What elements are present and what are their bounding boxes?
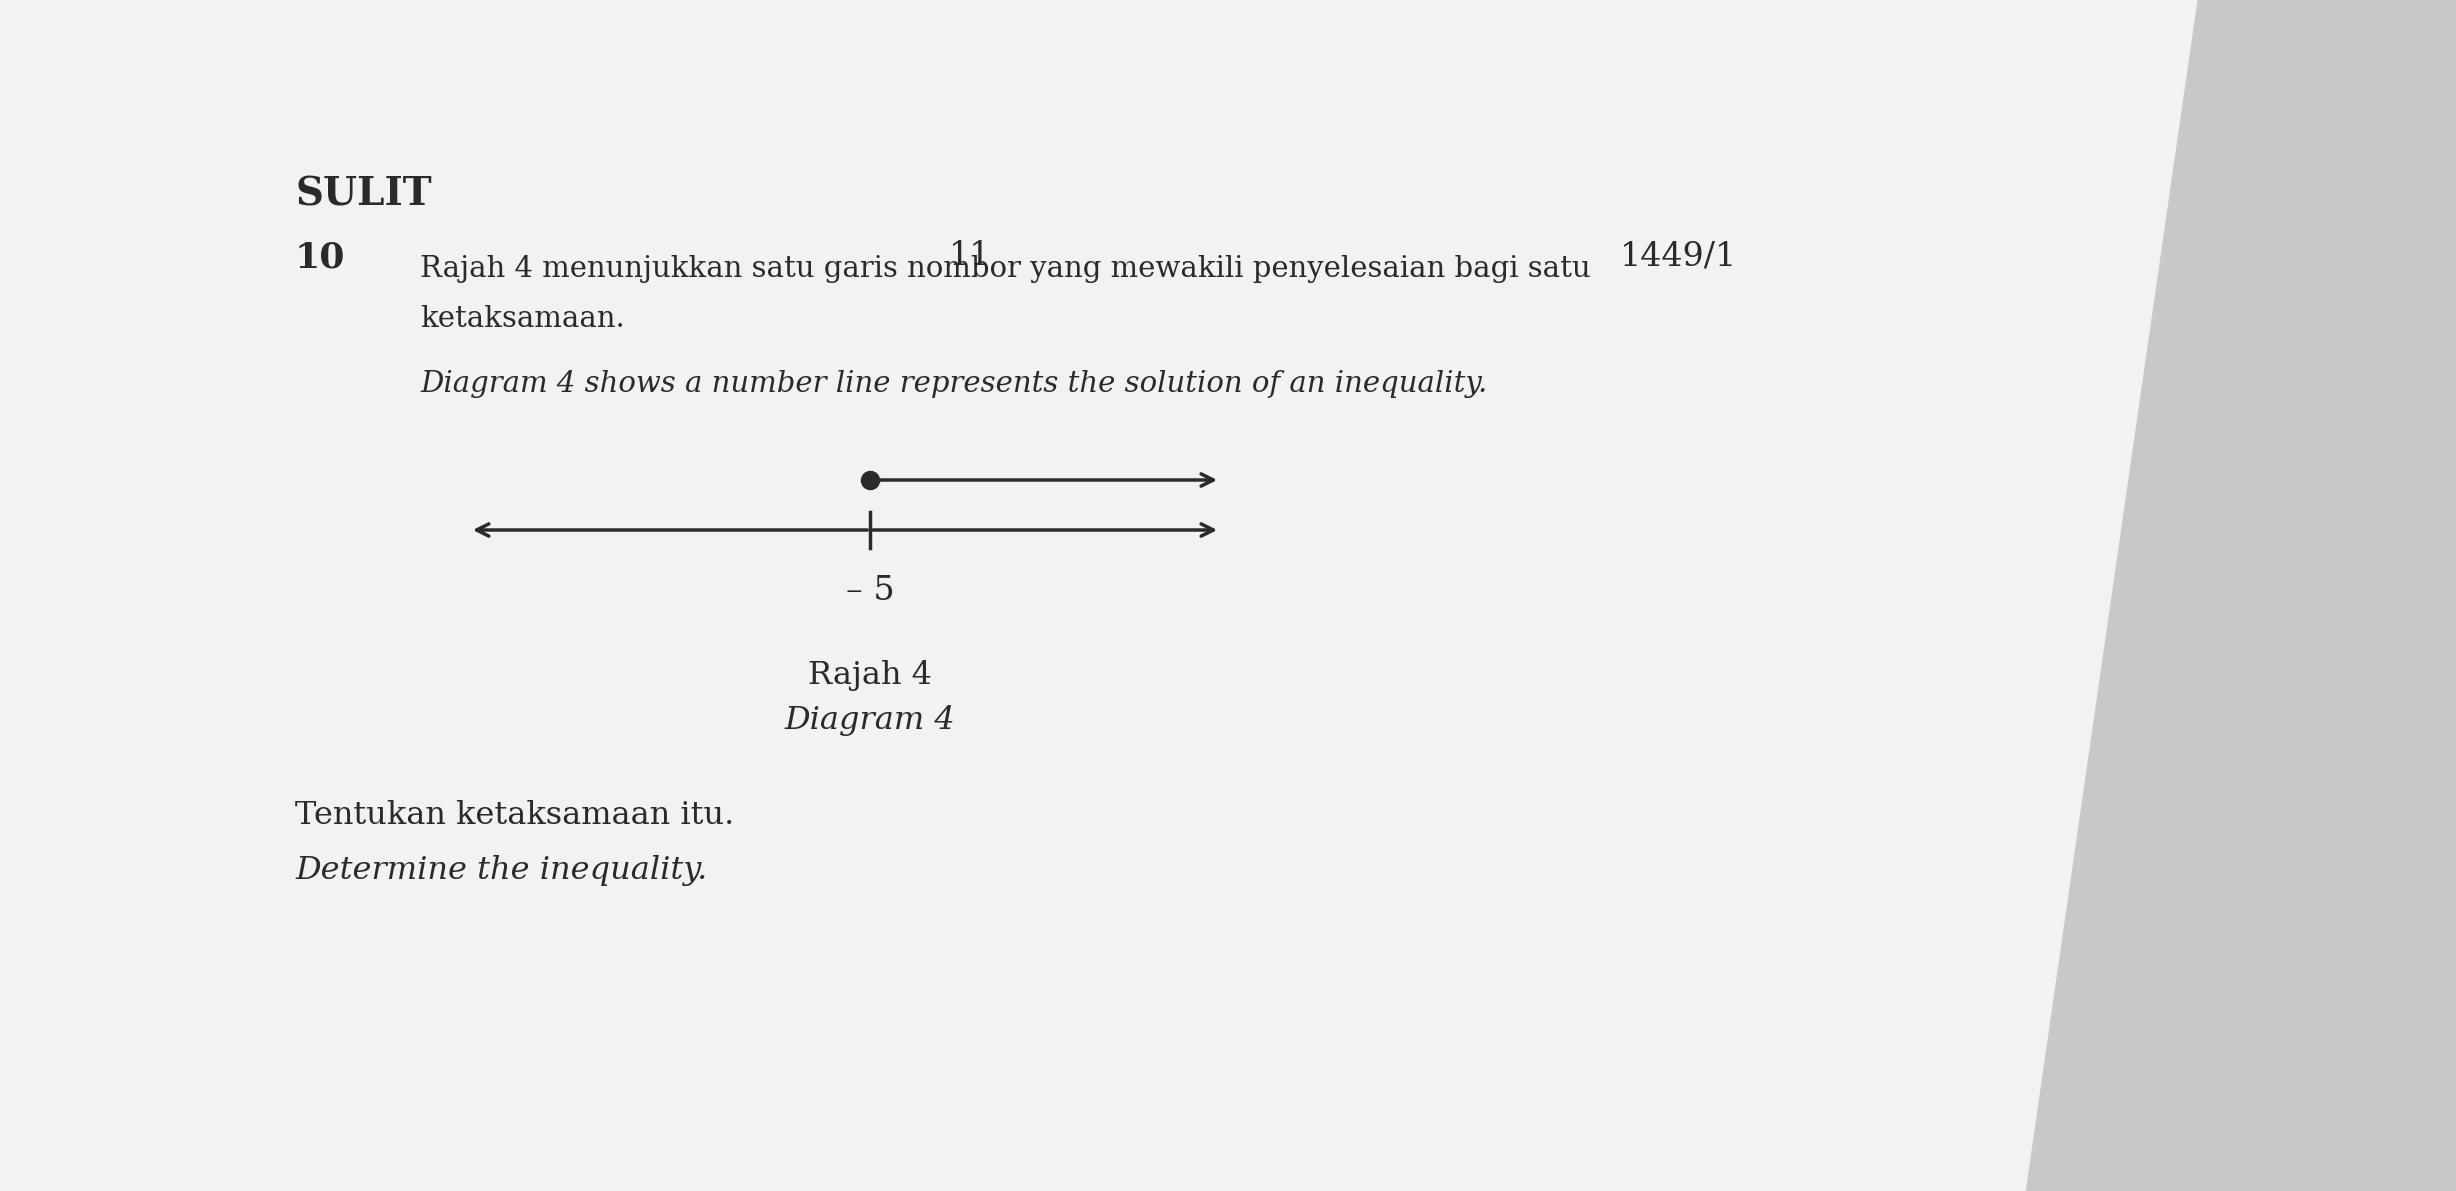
Text: Rajah 4 menunjukkan satu garis nombor yang mewakili penyelesaian bagi satu: Rajah 4 menunjukkan satu garis nombor ya…: [420, 255, 1591, 283]
Text: 11: 11: [948, 241, 992, 272]
Text: SULIT: SULIT: [295, 175, 432, 213]
Text: 1449/1: 1449/1: [1621, 241, 1736, 272]
Text: 10: 10: [295, 241, 346, 274]
Polygon shape: [0, 0, 2220, 1191]
Text: Diagram 4 shows a number line represents the solution of an inequality.: Diagram 4 shows a number line represents…: [420, 370, 1488, 398]
Text: Rajah 4: Rajah 4: [808, 660, 931, 691]
Text: ketaksamaan.: ketaksamaan.: [420, 305, 624, 333]
Text: – 5: – 5: [845, 575, 894, 607]
Text: Determine the inequality.: Determine the inequality.: [295, 855, 707, 886]
Text: Diagram 4: Diagram 4: [783, 705, 955, 736]
Text: Tentukan ketaksamaan itu.: Tentukan ketaksamaan itu.: [295, 800, 734, 831]
